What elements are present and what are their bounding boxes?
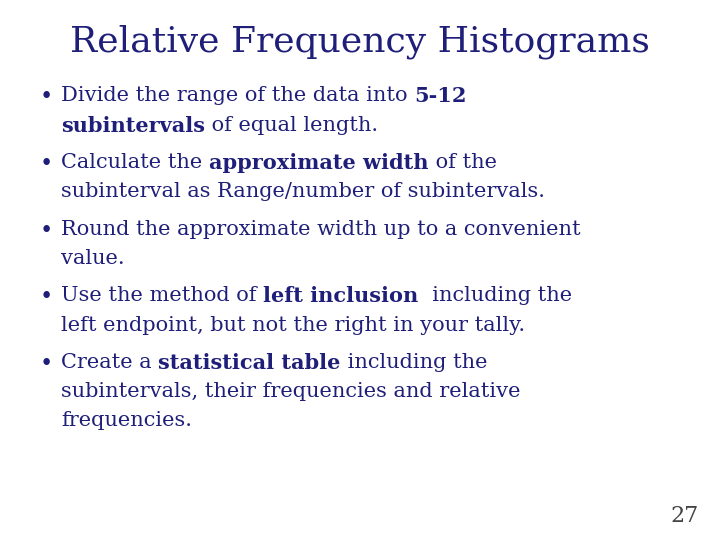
Text: Create a: Create a [61, 353, 158, 372]
Text: including the: including the [418, 286, 572, 306]
Text: approximate width: approximate width [209, 153, 428, 173]
Text: 27: 27 [670, 504, 698, 526]
Text: of equal length.: of equal length. [205, 116, 378, 134]
Text: Relative Frequency Histograms: Relative Frequency Histograms [70, 24, 650, 59]
Text: 5-12: 5-12 [414, 86, 467, 106]
Text: •: • [40, 286, 53, 308]
Text: •: • [40, 220, 53, 242]
Text: of the: of the [428, 153, 497, 172]
Text: frequencies.: frequencies. [61, 411, 192, 430]
Text: Divide the range of the data into: Divide the range of the data into [61, 86, 414, 105]
Text: subintervals, their frequencies and relative: subintervals, their frequencies and rela… [61, 382, 521, 401]
Text: •: • [40, 353, 53, 375]
Text: Round the approximate width up to a convenient: Round the approximate width up to a conv… [61, 220, 581, 239]
Text: left inclusion: left inclusion [264, 286, 418, 306]
Text: subinterval as Range/number of subintervals.: subinterval as Range/number of subinterv… [61, 182, 545, 201]
Text: subintervals: subintervals [61, 116, 205, 136]
Text: Use the method of: Use the method of [61, 286, 264, 306]
Text: including the: including the [341, 353, 487, 372]
Text: Calculate the: Calculate the [61, 153, 209, 172]
Text: •: • [40, 153, 53, 175]
Text: left endpoint, but not the right in your tally.: left endpoint, but not the right in your… [61, 315, 526, 335]
Text: •: • [40, 86, 53, 109]
Text: statistical table: statistical table [158, 353, 341, 373]
Text: value.: value. [61, 249, 125, 268]
